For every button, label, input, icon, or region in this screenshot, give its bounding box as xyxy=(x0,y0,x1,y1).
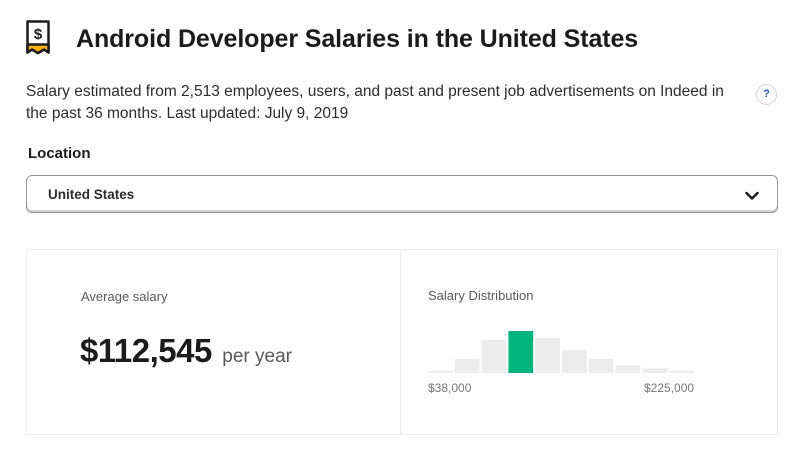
salary-amount: $112,545 xyxy=(80,332,212,369)
chevron-down-icon xyxy=(745,188,759,200)
distribution-bar xyxy=(454,358,480,373)
card-divider xyxy=(400,250,401,434)
page-header: $ Android Developer Salaries in the Unit… xyxy=(26,18,638,60)
average-salary-label: Average salary xyxy=(81,289,168,304)
salary-description: Salary estimated from 2,513 employees, u… xyxy=(26,83,724,122)
salary-period: per year xyxy=(222,346,292,367)
distribution-bar xyxy=(428,370,453,373)
page-title: Android Developer Salaries in the United… xyxy=(76,24,639,53)
salary-receipt-icon: $ xyxy=(26,20,50,58)
distribution-bar xyxy=(642,368,668,373)
average-salary: $112,545 per year xyxy=(80,332,292,370)
distribution-bar xyxy=(669,370,694,373)
distribution-max-label: $225,000 xyxy=(644,381,695,395)
help-icon[interactable]: ? xyxy=(756,84,777,105)
salary-card: Average salary $112,545 per year xyxy=(26,249,778,435)
distribution-bar xyxy=(588,358,614,373)
location-label: Location xyxy=(28,145,91,162)
distribution-bar xyxy=(481,339,507,373)
location-select[interactable]: United States xyxy=(26,175,778,213)
distribution-bar xyxy=(615,365,641,373)
distribution-bar xyxy=(562,349,587,373)
distribution-bar-highlighted xyxy=(508,331,534,373)
location-selected-value: United States xyxy=(48,187,135,202)
distribution-min-label: $38,000 xyxy=(428,381,472,395)
salary-distribution-label: Salary Distribution xyxy=(428,288,534,303)
distribution-bar xyxy=(535,337,560,373)
salary-distribution-chart xyxy=(428,331,694,373)
svg-text:$: $ xyxy=(34,26,43,43)
